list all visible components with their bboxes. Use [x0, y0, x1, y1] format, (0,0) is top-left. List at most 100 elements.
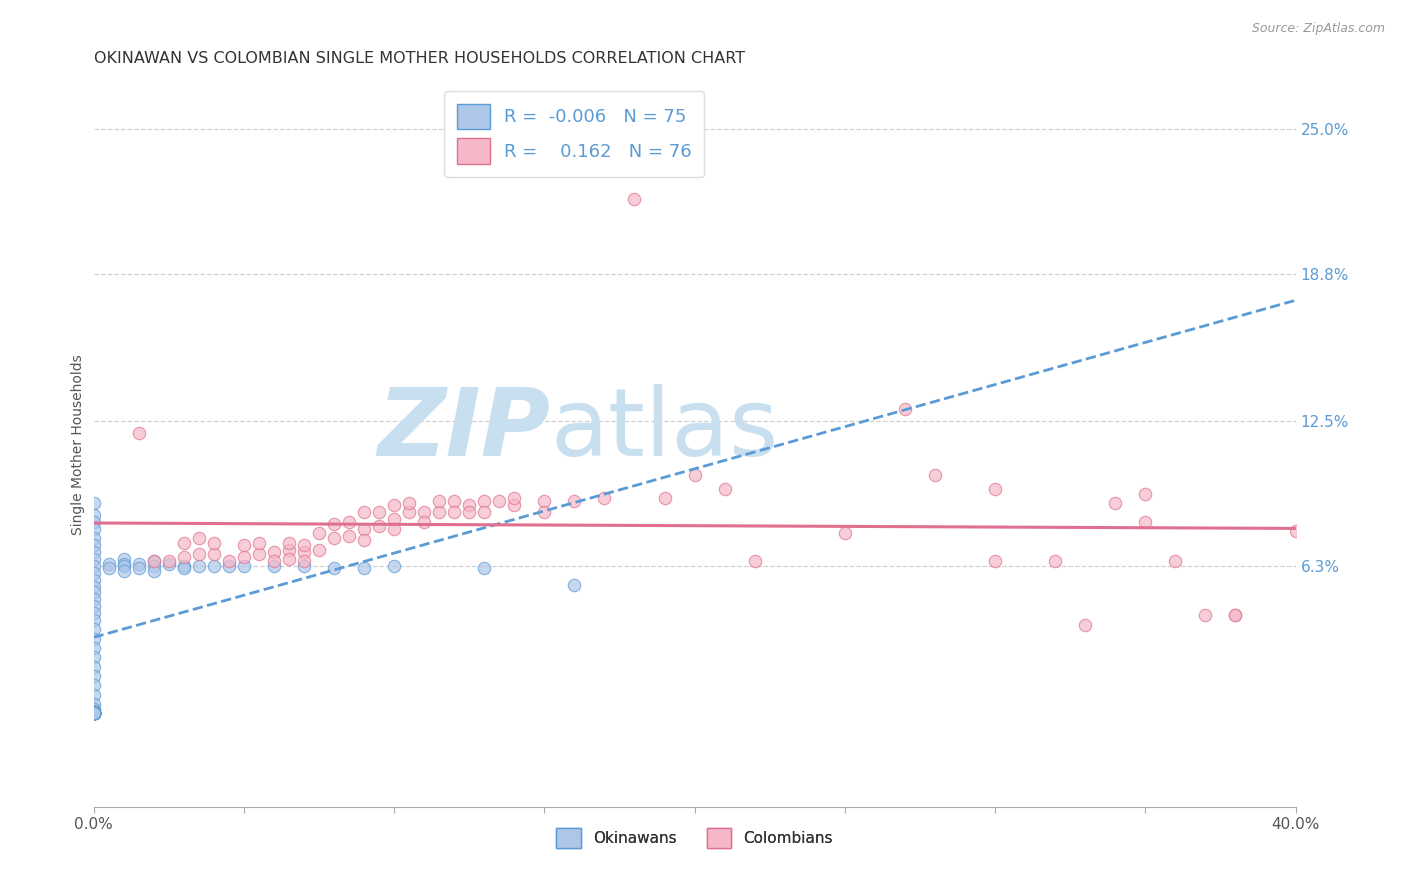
Point [112, 557, 135, 571]
Point [398, 496, 420, 510]
Point [202, 535, 225, 549]
Point [173, 549, 195, 564]
Point [488, 493, 510, 508]
Point [533, 493, 555, 508]
Point [83, 591, 105, 606]
Y-axis label: Single Mother Households: Single Mother Households [72, 354, 86, 535]
Point [83, 508, 105, 522]
Point [503, 499, 526, 513]
Point [187, 531, 209, 545]
Point [83, 573, 105, 587]
Point [398, 505, 420, 519]
Point [112, 564, 135, 578]
Point [142, 554, 165, 568]
Point [112, 559, 135, 574]
Point [83, 706, 105, 721]
Point [368, 505, 391, 519]
Point [1135, 486, 1157, 500]
Point [83, 706, 105, 721]
Point [458, 505, 481, 519]
Point [1104, 496, 1126, 510]
Point [834, 526, 856, 541]
Point [683, 467, 706, 482]
Point [413, 515, 436, 529]
Point [83, 606, 105, 620]
Point [142, 564, 165, 578]
Point [157, 554, 180, 568]
Point [83, 706, 105, 721]
Point [353, 533, 375, 548]
Point [564, 578, 586, 592]
Point [458, 499, 481, 513]
Point [1284, 524, 1306, 538]
Point [83, 688, 105, 702]
Legend: Okinawans, Colombians: Okinawans, Colombians [550, 822, 839, 854]
Point [263, 545, 285, 559]
Point [472, 493, 495, 508]
Point [382, 499, 405, 513]
Point [277, 542, 299, 557]
Point [1043, 554, 1066, 568]
Point [83, 706, 105, 721]
Point [713, 482, 735, 496]
Point [984, 482, 1007, 496]
Point [337, 529, 360, 543]
Point [97, 561, 120, 575]
Point [83, 515, 105, 529]
Point [83, 632, 105, 646]
Point [128, 557, 150, 571]
Point [1344, 529, 1367, 543]
Point [83, 706, 105, 721]
Point [564, 493, 586, 508]
Point [1135, 515, 1157, 529]
Point [173, 561, 195, 575]
Point [277, 552, 299, 566]
Point [83, 650, 105, 665]
Text: atlas: atlas [550, 384, 779, 476]
Text: OKINAWAN VS COLOMBIAN SINGLE MOTHER HOUSEHOLDS CORRELATION CHART: OKINAWAN VS COLOMBIAN SINGLE MOTHER HOUS… [94, 51, 745, 66]
Point [277, 535, 299, 549]
Point [247, 548, 270, 562]
Point [308, 526, 330, 541]
Point [292, 559, 315, 574]
Point [443, 493, 465, 508]
Point [1074, 617, 1097, 632]
Point [83, 706, 105, 721]
Point [173, 559, 195, 574]
Point [83, 559, 105, 574]
Point [83, 585, 105, 599]
Point [472, 505, 495, 519]
Point [83, 706, 105, 721]
Point [368, 519, 391, 533]
Point [83, 704, 105, 718]
Point [292, 538, 315, 552]
Point [263, 559, 285, 574]
Point [232, 549, 254, 564]
Point [443, 505, 465, 519]
Point [744, 554, 766, 568]
Point [83, 706, 105, 721]
Point [128, 561, 150, 575]
Text: ZIP: ZIP [377, 384, 550, 476]
Point [323, 517, 346, 532]
Point [83, 545, 105, 559]
Point [292, 545, 315, 559]
Point [83, 613, 105, 627]
Point [503, 491, 526, 506]
Point [1225, 608, 1247, 623]
Point [83, 552, 105, 566]
Point [984, 554, 1007, 568]
Point [83, 706, 105, 721]
Point [83, 697, 105, 711]
Point [83, 496, 105, 510]
Point [142, 559, 165, 574]
Point [83, 706, 105, 721]
Point [623, 192, 645, 206]
Point [83, 706, 105, 721]
Text: Source: ZipAtlas.com: Source: ZipAtlas.com [1251, 22, 1385, 36]
Point [83, 702, 105, 716]
Point [187, 559, 209, 574]
Point [427, 505, 450, 519]
Point [187, 548, 209, 562]
Point [83, 538, 105, 552]
